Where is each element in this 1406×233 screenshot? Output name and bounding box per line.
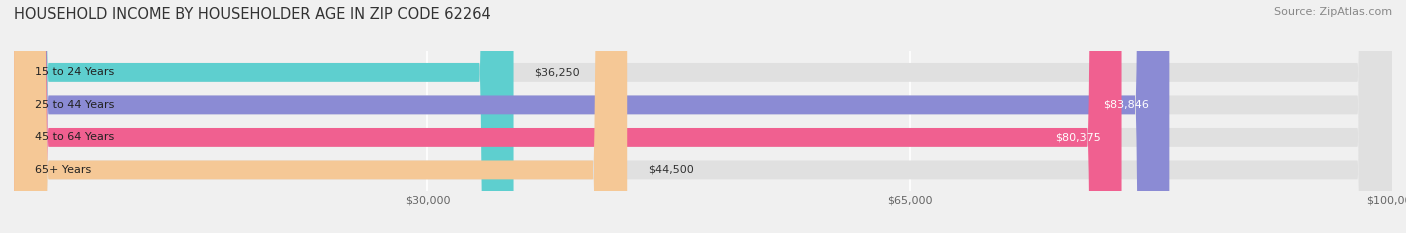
Text: Source: ZipAtlas.com: Source: ZipAtlas.com [1274,7,1392,17]
Text: $80,375: $80,375 [1054,132,1101,142]
FancyBboxPatch shape [14,0,1392,233]
Text: 15 to 24 Years: 15 to 24 Years [35,67,114,77]
Text: $36,250: $36,250 [534,67,579,77]
FancyBboxPatch shape [14,0,513,233]
FancyBboxPatch shape [14,0,1170,233]
FancyBboxPatch shape [14,0,1392,233]
Text: 65+ Years: 65+ Years [35,165,91,175]
Text: $83,846: $83,846 [1102,100,1149,110]
FancyBboxPatch shape [14,0,1392,233]
FancyBboxPatch shape [14,0,627,233]
FancyBboxPatch shape [14,0,1122,233]
Text: HOUSEHOLD INCOME BY HOUSEHOLDER AGE IN ZIP CODE 62264: HOUSEHOLD INCOME BY HOUSEHOLDER AGE IN Z… [14,7,491,22]
Text: $44,500: $44,500 [648,165,693,175]
Text: 25 to 44 Years: 25 to 44 Years [35,100,114,110]
FancyBboxPatch shape [14,0,1392,233]
Text: 45 to 64 Years: 45 to 64 Years [35,132,114,142]
